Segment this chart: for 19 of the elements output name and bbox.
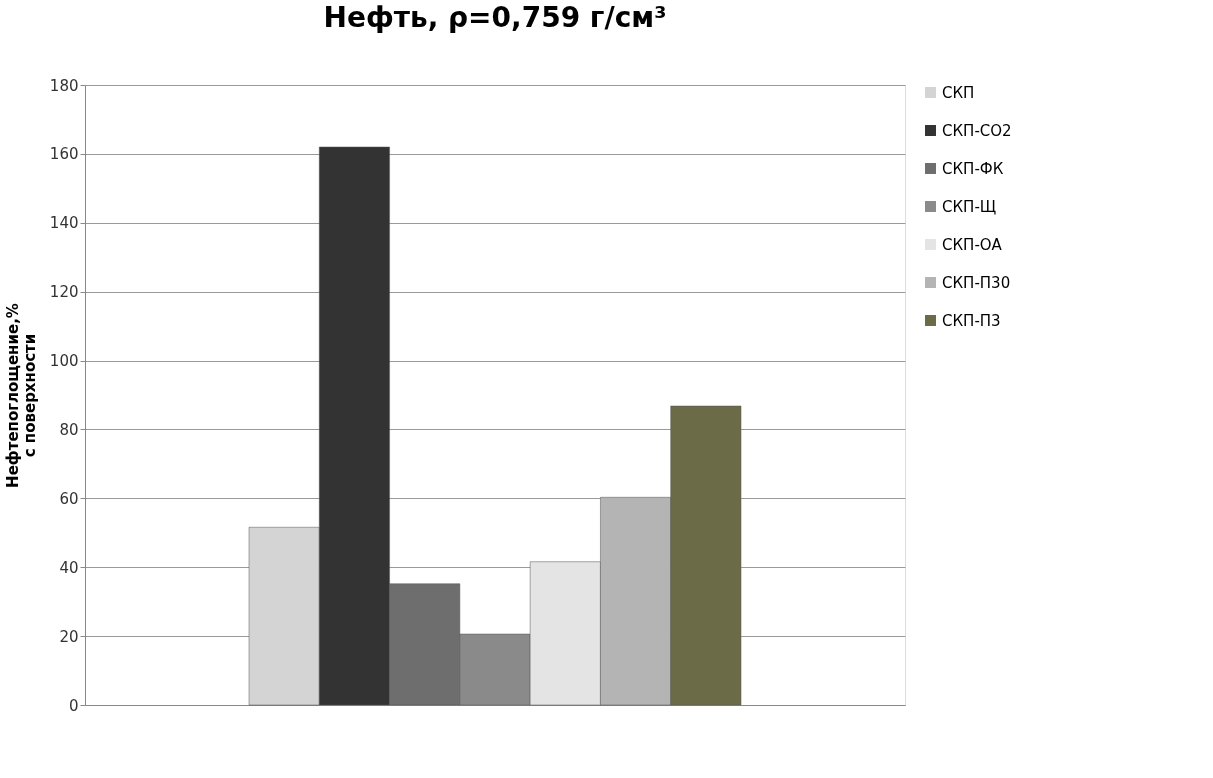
legend-label: СКП-СО2 [942,121,1012,140]
y-tick-label: 140 [49,214,79,233]
legend-label: СКП-Щ [942,197,997,216]
legend-label: СКП-ФК [942,159,1004,178]
legend-label: СКП-П30 [942,273,1011,292]
y-tick-label: 40 [59,558,79,577]
y-tick-label: 60 [59,489,79,508]
chart-title: Нефть, ρ=0,759 г/см³ [323,1,667,34]
y-tick-label: 80 [59,420,79,439]
y-tick-label: 160 [49,145,79,164]
y-tick-label: 180 [49,76,79,95]
y-tick-label: 100 [49,352,79,371]
legend-label: СКП-ОА [942,235,1003,254]
legend-label: СКП-П3 [942,311,1001,330]
legend-label: СКП [942,83,975,102]
y-tick-label: 20 [59,627,79,646]
y-axis-title: Нефтепоглощение,% с поверхности [3,303,39,488]
y-tick-label: 120 [49,283,79,302]
y-tick-label: 0 [68,696,79,715]
